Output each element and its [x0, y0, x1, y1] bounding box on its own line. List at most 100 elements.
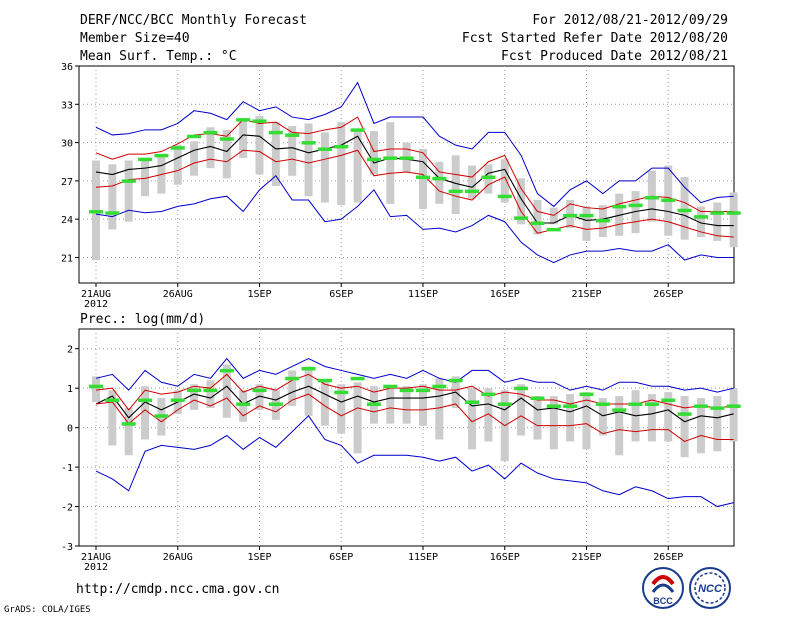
- obs-marker: [350, 376, 365, 381]
- x-tick-label: 21AUG: [81, 552, 111, 563]
- ensemble-box: [222, 364, 231, 418]
- ensemble-box: [435, 378, 444, 440]
- x-tick-label: 6SEP: [329, 289, 353, 300]
- ensemble-box: [337, 122, 346, 206]
- y-tick-label: 2: [67, 345, 73, 356]
- obs-marker: [530, 221, 545, 226]
- obs-marker: [121, 422, 136, 426]
- ensemble-box: [92, 376, 100, 402]
- ensemble-box: [141, 157, 150, 197]
- series-min-line: [95, 175, 734, 264]
- ensemble-box: [647, 394, 656, 442]
- ensemble-box: [288, 370, 297, 406]
- obs-marker: [170, 398, 185, 403]
- obs-marker: [170, 146, 185, 150]
- ncc-logo: NCC: [689, 567, 731, 609]
- obs-marker: [546, 227, 561, 232]
- ensemble-box: [386, 386, 395, 424]
- obs-marker: [105, 398, 120, 403]
- ensemble-box: [451, 155, 460, 215]
- ensemble-box: [435, 161, 444, 204]
- obs-marker: [334, 144, 349, 149]
- ensemble-box: [386, 122, 395, 204]
- ensemble-box: [206, 127, 215, 169]
- ensemble-box: [549, 207, 558, 225]
- x-tick-label: 11SEP: [408, 289, 438, 300]
- obs-marker: [252, 388, 267, 393]
- ensemble-box: [369, 131, 378, 175]
- obs-marker: [252, 119, 267, 123]
- y-tick-label: 24: [61, 215, 73, 226]
- obs-marker: [154, 153, 169, 158]
- obs-marker: [154, 414, 169, 418]
- obs-marker: [465, 400, 480, 404]
- ensemble-box: [239, 120, 248, 158]
- obs-marker: [628, 203, 643, 208]
- obs-marker: [595, 218, 610, 223]
- obs-marker: [481, 175, 496, 180]
- ensemble-box: [206, 380, 215, 408]
- temperature-panel: 21 24 27 30 33 36 21AUG 26AUG 1SEP 6SEP 11SEP 16SEP…: [61, 62, 741, 310]
- bcc-logo-text: BCC: [653, 596, 673, 606]
- ensemble-box: [533, 396, 542, 440]
- obs-marker: [399, 388, 414, 393]
- obs-marker: [399, 156, 414, 160]
- x-tick-label: 11SEP: [408, 552, 438, 563]
- x-tick-label: 26SEP: [653, 552, 683, 563]
- obs-marker: [693, 215, 708, 219]
- y-tick-label: 27: [61, 177, 73, 188]
- series-lower-line: [95, 393, 734, 443]
- y-tick-label: 1: [67, 384, 73, 395]
- obs-marker: [350, 128, 365, 132]
- ensemble-box: [124, 160, 133, 222]
- x-tick-label: 16SEP: [490, 289, 520, 300]
- ensemble-box: [598, 398, 607, 436]
- x-tick-label: 26SEP: [653, 289, 683, 300]
- ensemble-box: [108, 390, 117, 446]
- obs-marker: [497, 402, 512, 406]
- obs-marker: [432, 384, 447, 389]
- obs-marker: [268, 402, 283, 406]
- obs-marker: [546, 404, 561, 408]
- obs-marker: [465, 189, 480, 194]
- obs-marker: [530, 396, 545, 401]
- ensemble-box: [484, 388, 493, 442]
- x-tick-label: 26AUG: [163, 552, 193, 563]
- obs-marker: [105, 211, 120, 215]
- x-tick-label: 21SEP: [571, 552, 601, 563]
- obs-marker: [563, 213, 578, 218]
- obs-marker: [579, 392, 594, 397]
- source-url[interactable]: http://cmdp.ncc.cma.gov.cn: [76, 582, 280, 597]
- obs-marker: [677, 412, 692, 416]
- x-tick-label: 16SEP: [490, 552, 520, 563]
- ensemble-box: [190, 384, 199, 410]
- series-min-line: [95, 415, 734, 508]
- year-label: 2012: [84, 562, 108, 573]
- ensemble-box: [696, 398, 705, 454]
- ensemble-box: [680, 396, 689, 458]
- ensemble-box: [664, 392, 673, 442]
- variable-label: Mean Surf. Temp.: °C: [80, 49, 237, 64]
- obs-marker: [301, 366, 316, 371]
- obs-marker: [661, 398, 676, 403]
- ensemble-box: [680, 177, 689, 240]
- obs-marker: [595, 402, 610, 406]
- ensemble-box: [320, 382, 329, 426]
- ensemble-box: [533, 200, 542, 235]
- obs-marker: [579, 213, 594, 218]
- ensemble-box: [468, 388, 477, 450]
- obs-marker: [89, 210, 103, 214]
- series-max-line: [95, 81, 734, 208]
- obs-marker: [203, 130, 218, 135]
- obs-marker: [661, 198, 676, 203]
- obs-marker: [317, 147, 332, 151]
- ensemble-box: [517, 384, 526, 436]
- obs-marker: [726, 211, 741, 215]
- y-tick-label: 33: [61, 100, 73, 111]
- obs-marker: [121, 179, 136, 183]
- ensemble-box: [713, 202, 722, 241]
- produced-date: Fcst Produced Date 2012/08/21: [501, 49, 728, 64]
- precipitation-panel: -3 -2 -1 0 1 2 21AUG 26AUG 1SEP 6SEP 11SEP 16SEP 21S…: [61, 328, 741, 573]
- ensemble-box: [353, 382, 362, 454]
